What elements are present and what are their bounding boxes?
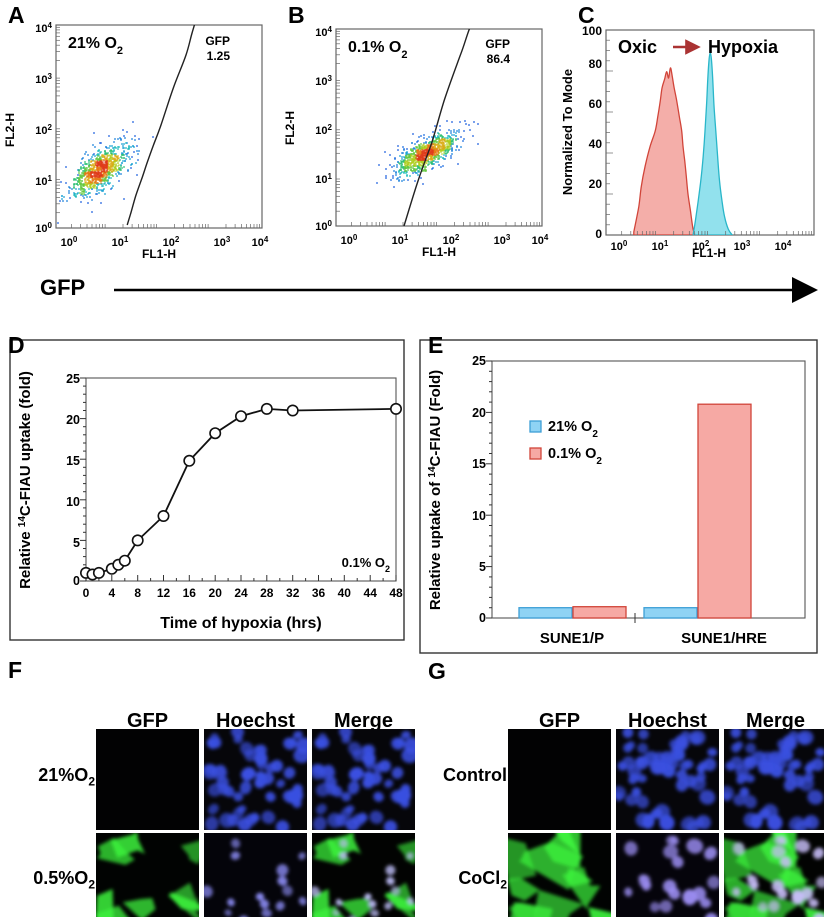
- svg-text:0: 0: [73, 574, 80, 588]
- svg-text:0: 0: [479, 611, 486, 625]
- svg-text:100: 100: [61, 235, 78, 250]
- svg-text:FL1-H: FL1-H: [692, 246, 726, 260]
- svg-text:GFP: GFP: [40, 275, 85, 300]
- svg-text:103: 103: [734, 239, 751, 254]
- svg-text:100: 100: [611, 239, 628, 254]
- svg-text:104: 104: [252, 235, 269, 250]
- svg-text:5: 5: [73, 536, 80, 550]
- svg-text:86.4: 86.4: [487, 52, 511, 66]
- svg-text:GFP: GFP: [205, 34, 230, 48]
- svg-text:15: 15: [66, 454, 80, 468]
- svg-text:100: 100: [341, 233, 358, 248]
- svg-text:20: 20: [472, 406, 486, 420]
- svg-text:16: 16: [183, 586, 197, 600]
- svg-text:103: 103: [494, 233, 511, 248]
- svg-text:104: 104: [775, 239, 792, 254]
- svg-text:10: 10: [472, 509, 486, 523]
- svg-text:10: 10: [66, 495, 80, 509]
- svg-text:40: 40: [338, 586, 352, 600]
- svg-text:20: 20: [209, 586, 223, 600]
- svg-text:60: 60: [589, 97, 603, 111]
- svg-text:100: 100: [35, 221, 52, 236]
- svg-text:103: 103: [35, 72, 52, 87]
- svg-text:0: 0: [595, 227, 602, 241]
- svg-text:1.25: 1.25: [207, 49, 231, 63]
- svg-text:101: 101: [35, 174, 52, 189]
- svg-text:44: 44: [364, 586, 378, 600]
- svg-text:36: 36: [312, 586, 326, 600]
- svg-text:24: 24: [234, 586, 248, 600]
- svg-text:101: 101: [112, 235, 129, 250]
- svg-text:48: 48: [389, 586, 403, 600]
- svg-text:Normalized To Mode: Normalized To Mode: [560, 69, 575, 195]
- svg-text:GFP: GFP: [485, 37, 510, 51]
- svg-text:8: 8: [134, 586, 141, 600]
- svg-text:Hypoxia: Hypoxia: [708, 37, 779, 57]
- svg-text:104: 104: [35, 21, 52, 36]
- svg-text:0: 0: [83, 586, 90, 600]
- svg-text:102: 102: [35, 123, 52, 138]
- svg-text:25: 25: [66, 372, 80, 386]
- svg-text:100: 100: [315, 219, 332, 234]
- svg-text:Relative 14C-FIAU uptake (fold: Relative 14C-FIAU uptake (fold): [17, 371, 35, 589]
- svg-text:15: 15: [472, 457, 486, 471]
- svg-text:101: 101: [652, 239, 669, 254]
- svg-text:FL2-H: FL2-H: [283, 111, 297, 145]
- svg-text:5: 5: [479, 560, 486, 574]
- svg-text:20: 20: [66, 413, 80, 427]
- svg-text:Relative uptake of 14C-FIAU (F: Relative uptake of 14C-FIAU (Fold): [427, 370, 445, 610]
- svg-text:32: 32: [286, 586, 300, 600]
- svg-text:101: 101: [315, 172, 332, 187]
- svg-text:104: 104: [532, 233, 549, 248]
- svg-text:103: 103: [214, 235, 231, 250]
- svg-text:FL2-H: FL2-H: [3, 113, 17, 147]
- svg-text:80: 80: [589, 57, 603, 71]
- svg-text:FL1-H: FL1-H: [142, 247, 176, 260]
- svg-text:40: 40: [589, 137, 603, 151]
- svg-text:103: 103: [315, 74, 332, 89]
- svg-text:4: 4: [108, 586, 115, 600]
- svg-text:25: 25: [472, 354, 486, 368]
- svg-text:102: 102: [315, 123, 332, 138]
- svg-text:12: 12: [157, 586, 171, 600]
- svg-text:28: 28: [260, 586, 274, 600]
- svg-text:Oxic: Oxic: [618, 37, 657, 57]
- svg-text:104: 104: [315, 25, 332, 40]
- svg-text:101: 101: [392, 233, 409, 248]
- svg-text:FL1-H: FL1-H: [422, 245, 456, 259]
- svg-text:20: 20: [589, 177, 603, 191]
